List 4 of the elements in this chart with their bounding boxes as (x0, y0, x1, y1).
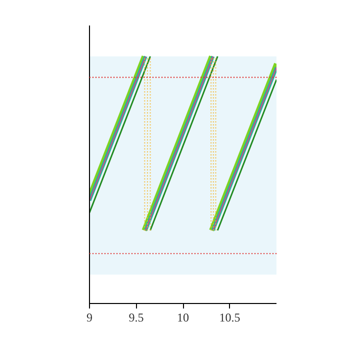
x-tick-label: 9 (86, 310, 92, 324)
x-tick-label: 9.5 (128, 310, 144, 324)
x-tick-label: 10 (177, 310, 189, 324)
x-tick-label: 10.5 (219, 310, 240, 324)
